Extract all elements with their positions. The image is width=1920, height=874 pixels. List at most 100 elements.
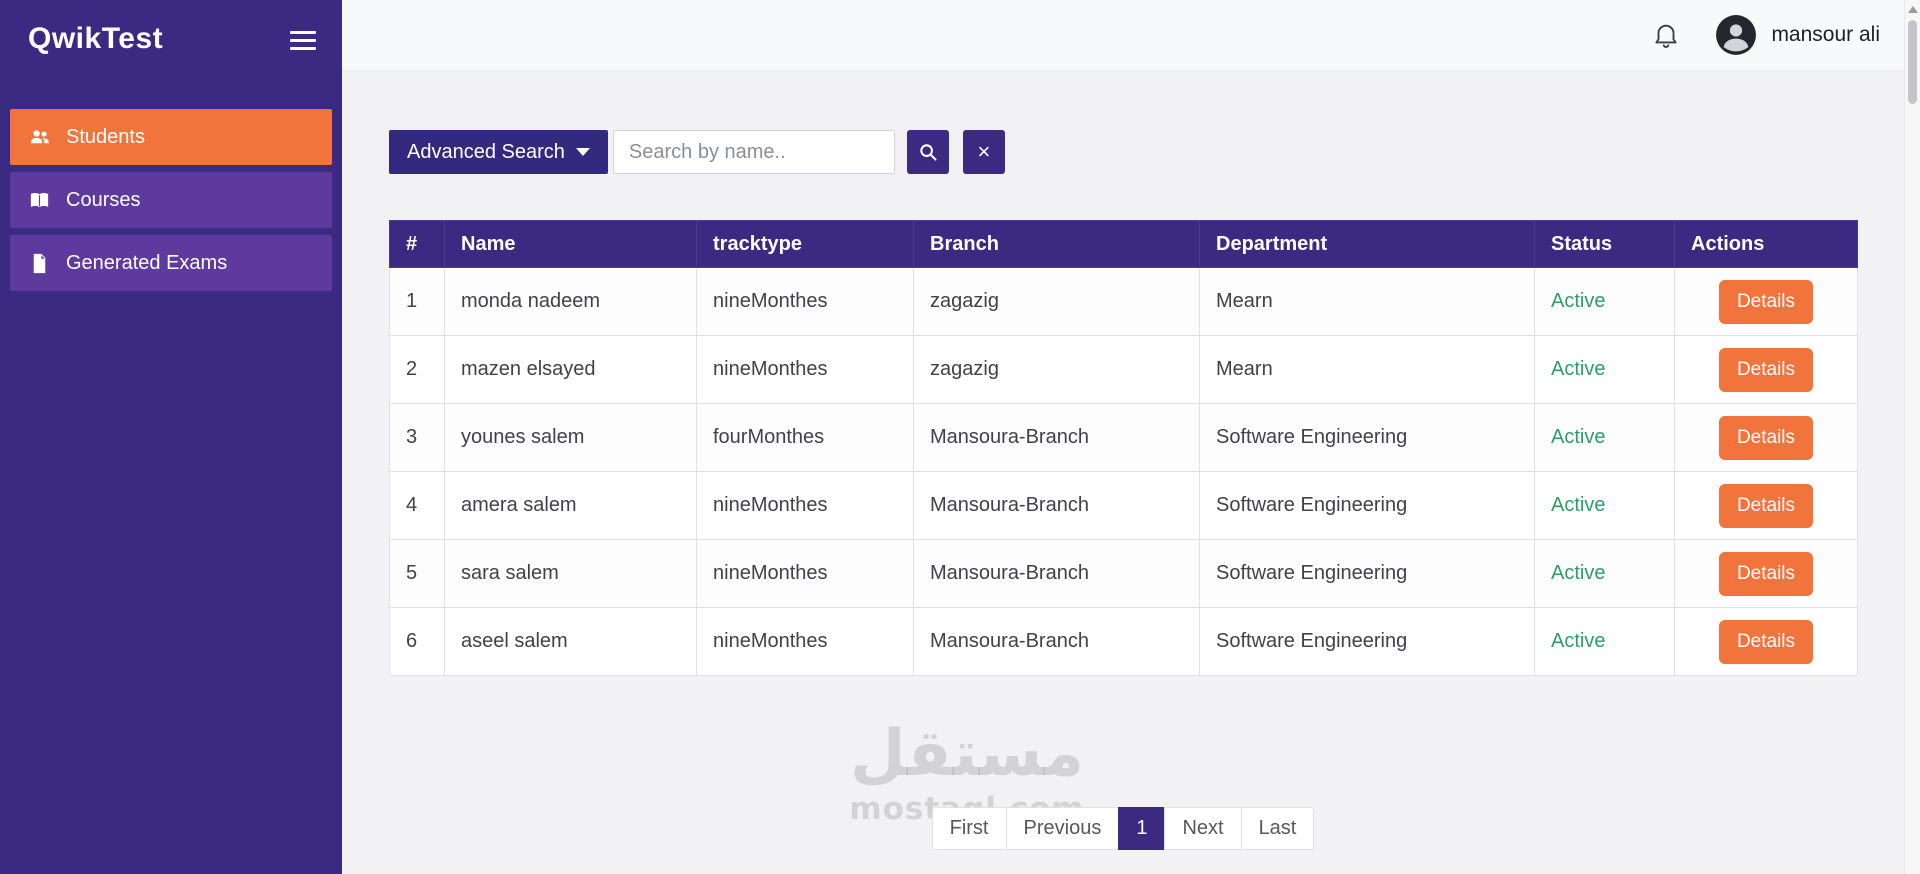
pagination-page-1[interactable]: 1 <box>1118 807 1166 850</box>
col-header-status: Status <box>1534 220 1675 268</box>
status-badge: Active <box>1534 335 1675 404</box>
cell-actions: Details <box>1674 335 1858 404</box>
pagination-last[interactable]: Last <box>1240 807 1315 850</box>
cell-actions: Details <box>1674 539 1858 608</box>
cell-actions: Details <box>1674 267 1858 336</box>
search-button[interactable] <box>906 130 949 174</box>
cell-name: younes salem <box>444 403 697 472</box>
status-badge: Active <box>1534 471 1675 540</box>
cell-tracktype: fourMonthes <box>696 403 914 472</box>
cell-department: Software Engineering <box>1199 403 1535 472</box>
sidebar-item-generated-exams[interactable]: Generated Exams <box>10 235 332 291</box>
cell-branch: Mansoura-Branch <box>913 607 1200 676</box>
details-button[interactable]: Details <box>1718 483 1814 528</box>
chevron-down-icon <box>575 148 590 156</box>
clear-search-button[interactable]: × <box>962 130 1005 174</box>
status-badge: Active <box>1534 607 1675 676</box>
students-table: # Name tracktype Branch Department Statu… <box>389 220 1858 676</box>
book-icon <box>30 192 49 207</box>
pagination-first[interactable]: First <box>931 807 1007 850</box>
cell-actions: Details <box>1674 607 1858 676</box>
sidebar-item-label: Generated Exams <box>66 251 228 274</box>
cell-index: 4 <box>389 471 445 540</box>
menu-toggle-button[interactable] <box>290 22 316 59</box>
status-badge: Active <box>1534 539 1675 608</box>
cell-tracktype: nineMonthes <box>696 267 914 336</box>
table-row: 5 sara salem nineMonthes Mansoura-Branch… <box>389 539 1858 608</box>
table-header-row: # Name tracktype Branch Department Statu… <box>389 220 1858 268</box>
cell-branch: Mansoura-Branch <box>913 403 1200 472</box>
cell-department: Software Engineering <box>1199 539 1535 608</box>
cell-branch: Mansoura-Branch <box>913 471 1200 540</box>
search-input[interactable] <box>612 130 895 174</box>
cell-index: 3 <box>389 403 445 472</box>
details-button[interactable]: Details <box>1718 347 1814 392</box>
vertical-scrollbar <box>1904 0 1920 874</box>
sidebar-header: QwikTest <box>0 0 342 59</box>
scrollbar-thumb[interactable] <box>1908 20 1917 104</box>
cell-name: amera salem <box>444 471 697 540</box>
scrollbar-up-arrow-icon[interactable] <box>1908 6 1918 13</box>
cell-actions: Details <box>1674 471 1858 540</box>
cell-name: sara salem <box>444 539 697 608</box>
search-row: Advanced Search × <box>389 130 1904 174</box>
cell-name: monda nadeem <box>444 267 697 336</box>
cell-index: 6 <box>389 607 445 676</box>
cell-tracktype: nineMonthes <box>696 607 914 676</box>
pagination-next[interactable]: Next <box>1164 807 1242 850</box>
sidebar-item-label: Courses <box>66 188 141 211</box>
cell-tracktype: nineMonthes <box>696 539 914 608</box>
col-header-actions: Actions <box>1674 220 1858 268</box>
cell-branch: zagazig <box>913 335 1200 404</box>
sidebar-item-label: Students <box>66 125 145 148</box>
cell-branch: zagazig <box>913 267 1200 336</box>
status-badge: Active <box>1534 403 1675 472</box>
advanced-search-button[interactable]: Advanced Search <box>389 130 608 174</box>
advanced-search-label: Advanced Search <box>407 140 565 163</box>
cell-department: Software Engineering <box>1199 471 1535 540</box>
topbar: mansour ali <box>342 0 1904 71</box>
user-avatar[interactable] <box>1715 14 1757 56</box>
user-name: mansour ali <box>1771 23 1880 46</box>
details-button[interactable]: Details <box>1718 619 1814 664</box>
col-header-branch: Branch <box>913 220 1200 268</box>
search-icon <box>920 144 937 161</box>
details-button[interactable]: Details <box>1718 551 1814 596</box>
table-row: 1 monda nadeem nineMonthes zagazig Mearn… <box>389 267 1858 336</box>
cell-index: 5 <box>389 539 445 608</box>
students-icon <box>31 129 49 143</box>
cell-branch: Mansoura-Branch <box>913 539 1200 608</box>
cell-department: Mearn <box>1199 335 1535 404</box>
app-logo: QwikTest <box>28 22 164 55</box>
col-header-tracktype: tracktype <box>696 220 914 268</box>
sidebar: QwikTest Students Courses <box>0 0 342 874</box>
details-button[interactable]: Details <box>1718 415 1814 460</box>
document-icon <box>33 253 46 273</box>
sidebar-item-students[interactable]: Students <box>10 109 332 165</box>
cell-name: mazen elsayed <box>444 335 697 404</box>
cell-department: Mearn <box>1199 267 1535 336</box>
col-header-department: Department <box>1199 220 1535 268</box>
table-row: 2 mazen elsayed nineMonthes zagazig Mear… <box>389 335 1858 404</box>
main-area: mansour ali Advanced Search × <box>342 0 1904 874</box>
pagination-previous[interactable]: Previous <box>1005 807 1120 850</box>
cell-tracktype: nineMonthes <box>696 335 914 404</box>
notifications-bell-icon[interactable] <box>1651 19 1681 51</box>
cell-index: 1 <box>389 267 445 336</box>
details-button[interactable]: Details <box>1718 279 1814 324</box>
cell-actions: Details <box>1674 403 1858 472</box>
table-row: 6 aseel salem nineMonthes Mansoura-Branc… <box>389 607 1858 676</box>
status-badge: Active <box>1534 267 1675 336</box>
table-row: 3 younes salem fourMonthes Mansoura-Bran… <box>389 403 1858 472</box>
cell-tracktype: nineMonthes <box>696 471 914 540</box>
cell-department: Software Engineering <box>1199 607 1535 676</box>
sidebar-menu: Students Courses Generated Exams <box>0 109 342 291</box>
pagination: First Previous 1 Next Last <box>389 807 1857 850</box>
cell-index: 2 <box>389 335 445 404</box>
sidebar-item-courses[interactable]: Courses <box>10 172 332 228</box>
watermark-arabic: مستقل <box>849 717 1085 791</box>
col-header-index: # <box>389 220 445 268</box>
col-header-name: Name <box>444 220 697 268</box>
content: Advanced Search × <box>342 71 1904 874</box>
